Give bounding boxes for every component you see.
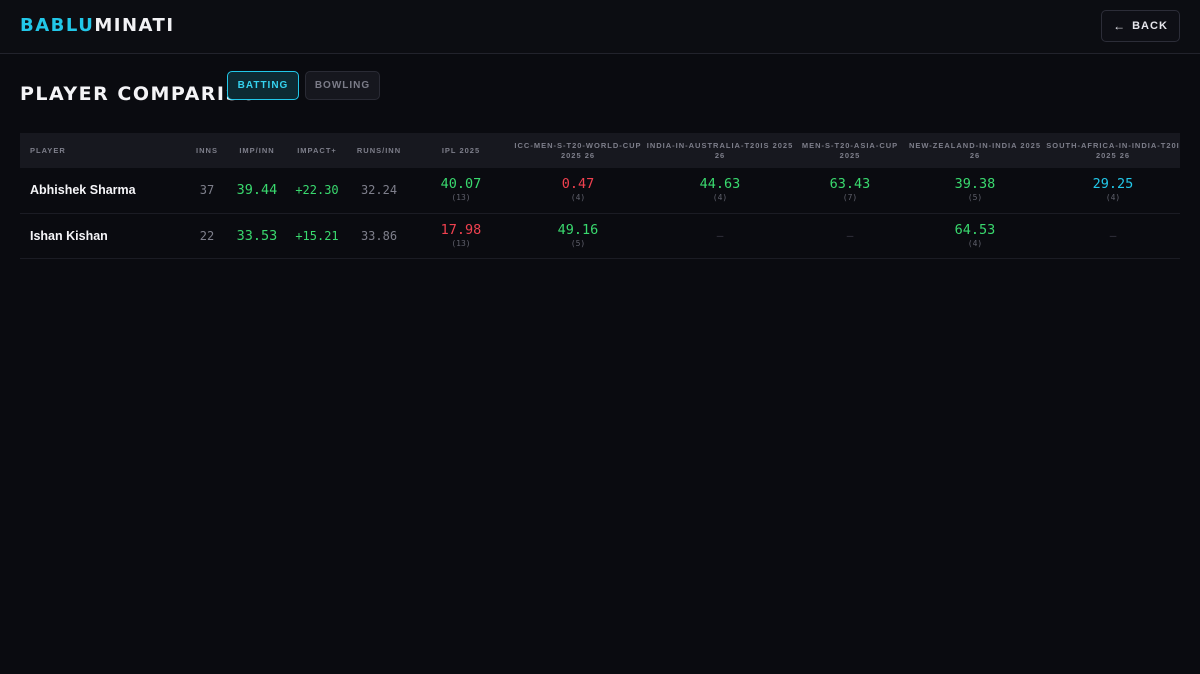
competition-value: — bbox=[716, 229, 724, 242]
impact-plus-cell: +22.30 bbox=[295, 183, 339, 198]
innings-count: (4) bbox=[570, 193, 586, 203]
table-row[interactable]: Ishan Kishan 22 33.53 +15.21 33.86 17.98 (13) 4… bbox=[20, 213, 1180, 258]
competition-value: 64.53 bbox=[954, 221, 996, 238]
competition-cell: 0.47 (4) bbox=[512, 168, 644, 213]
competition-value: 17.98 bbox=[440, 221, 482, 238]
competition-value: 39.38 bbox=[954, 176, 996, 193]
competition-value: 29.25 bbox=[1092, 176, 1134, 193]
competition-value: 49.16 bbox=[557, 221, 599, 238]
page-title: PLAYER COMPARISON bbox=[20, 83, 276, 105]
runs-per-inning-cell: 32.24 bbox=[360, 183, 398, 198]
competition-cell: 29.25 (4) bbox=[1046, 168, 1180, 213]
column-header[interactable]: IMP/INN bbox=[239, 145, 275, 155]
column-header[interactable]: INDIA-IN-AUSTRALIA-T20IS 2025 26 bbox=[646, 140, 794, 160]
competition-value: 44.63 bbox=[699, 176, 741, 193]
innings-count: (7) bbox=[842, 193, 858, 203]
brand-accent: BABLU bbox=[20, 15, 95, 36]
innings-count: (4) bbox=[967, 238, 983, 248]
innings-count: (13) bbox=[451, 238, 471, 248]
tab-batting[interactable]: BATTING bbox=[227, 71, 299, 100]
innings-count: (5) bbox=[967, 193, 983, 203]
competition-cell: 63.43 (7) bbox=[796, 168, 904, 213]
competition-cell: 17.98 (13) bbox=[410, 213, 512, 258]
competition-cell: 40.07 (13) bbox=[410, 168, 512, 213]
comparison-table: PLAYER INNS IMP/INN IMPACT+ RUNS/INN IPL… bbox=[20, 133, 1180, 259]
competition-cell: — bbox=[796, 213, 904, 258]
column-header[interactable]: PLAYER bbox=[30, 145, 66, 155]
competition-value: 40.07 bbox=[440, 176, 482, 193]
impact-plus-cell: +15.21 bbox=[295, 228, 339, 243]
competition-cell: — bbox=[644, 213, 796, 258]
competition-value: — bbox=[846, 229, 854, 242]
arrow-left-icon: ← bbox=[1113, 19, 1127, 33]
column-header[interactable]: IMPACT+ bbox=[297, 145, 337, 155]
innings-cell: 22 bbox=[199, 228, 215, 243]
competition-cell: 39.38 (5) bbox=[904, 168, 1046, 213]
column-header[interactable]: ICC-MEN-S-T20-WORLD-CUP 2025 26 bbox=[514, 140, 642, 160]
competition-cell: 64.53 (4) bbox=[904, 213, 1046, 258]
column-header[interactable]: NEW-ZEALAND-IN-INDIA 2025 26 bbox=[908, 140, 1042, 160]
competition-cell: 49.16 (5) bbox=[512, 213, 644, 258]
column-header[interactable]: MEN-S-T20-ASIA-CUP 2025 bbox=[801, 140, 899, 160]
innings-count: (5) bbox=[570, 238, 586, 248]
player-name[interactable]: Ishan Kishan bbox=[30, 228, 108, 243]
player-name[interactable]: Abhishek Sharma bbox=[30, 183, 136, 198]
back-button-label: BACK bbox=[1132, 20, 1168, 32]
impact-per-inning-cell: 33.53 bbox=[236, 227, 278, 244]
competition-value: — bbox=[1109, 229, 1117, 242]
table-header-row: PLAYER INNS IMP/INN IMPACT+ RUNS/INN IPL… bbox=[20, 133, 1180, 168]
tab-bowling[interactable]: BOWLING bbox=[305, 71, 380, 100]
brand-rest: MINATI bbox=[94, 15, 175, 36]
column-header[interactable]: RUNS/INN bbox=[356, 145, 402, 155]
impact-per-inning-cell: 39.44 bbox=[236, 182, 278, 199]
competition-cell: 44.63 (4) bbox=[644, 168, 796, 213]
brand-logo[interactable]: BABLUMINATI bbox=[20, 15, 175, 36]
competition-value: 63.43 bbox=[829, 176, 871, 193]
innings-count: (13) bbox=[451, 193, 471, 203]
innings-cell: 37 bbox=[199, 183, 215, 198]
competition-value: 0.47 bbox=[561, 176, 595, 193]
column-header[interactable]: SOUTH-AFRICA-IN-INDIA-T20I 2025 26 bbox=[1046, 140, 1180, 160]
competition-cell: — bbox=[1046, 213, 1180, 258]
back-button[interactable]: ← BACK bbox=[1101, 10, 1180, 42]
column-header[interactable]: INNS bbox=[196, 145, 218, 155]
top-bar: BABLUMINATI ← BACK bbox=[0, 0, 1200, 54]
innings-count: (4) bbox=[1105, 193, 1121, 203]
innings-count: (4) bbox=[712, 193, 728, 203]
table-row[interactable]: Abhishek Sharma 37 39.44 +22.30 32.24 40.07 (1… bbox=[20, 168, 1180, 213]
column-header[interactable]: IPL 2025 bbox=[441, 145, 481, 155]
runs-per-inning-cell: 33.86 bbox=[360, 228, 398, 243]
